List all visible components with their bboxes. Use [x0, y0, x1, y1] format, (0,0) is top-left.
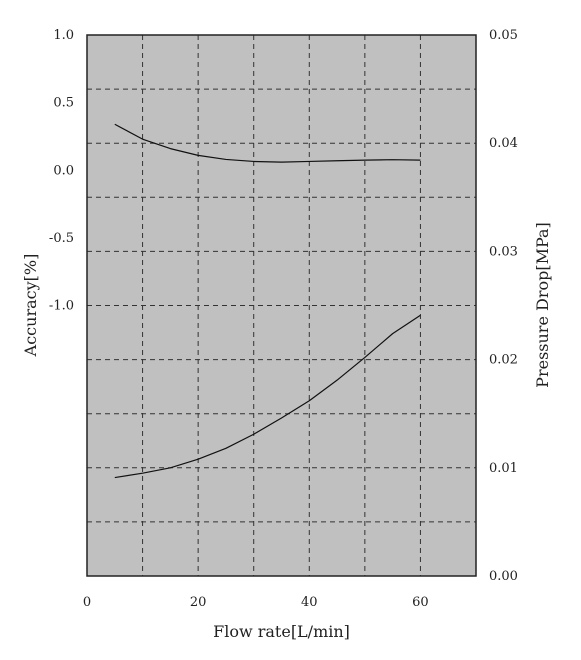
- y-left-tick-label: 0.0: [53, 163, 74, 178]
- y-right-axis-title: Pressure Drop[MPa]: [533, 222, 552, 388]
- x-tick-label: 60: [412, 595, 429, 610]
- y-left-tick-label: -1.0: [49, 299, 74, 314]
- y-right-tick-label: 0.04: [489, 136, 518, 151]
- y-left-tick-label: 1.0: [53, 28, 74, 43]
- accuracy-series-line: [114, 123, 421, 163]
- y-right-tick-label: 0.05: [489, 28, 518, 43]
- y-left-axis-title: Accuracy[%]: [21, 254, 40, 358]
- y-right-tick-label: 0.02: [489, 353, 518, 368]
- x-tick-label: 40: [301, 595, 318, 610]
- pressure-drop-series-line: [114, 314, 421, 479]
- x-tick-label: 20: [190, 595, 207, 610]
- y-left-tick-label: 0.5: [53, 96, 74, 111]
- y-left-tick-label: -0.5: [49, 231, 74, 246]
- x-tick-label: 0: [83, 595, 91, 610]
- y-right-tick-label: 0.03: [489, 244, 518, 259]
- plot-frame: [86, 34, 477, 577]
- y-right-tick-label: 0.01: [489, 461, 518, 476]
- x-axis-title: Flow rate[L/min]: [213, 622, 350, 641]
- y-right-tick-label: 0.00: [489, 569, 518, 584]
